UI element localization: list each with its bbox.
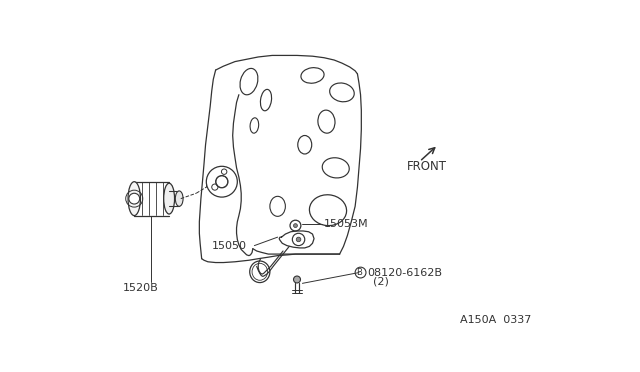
Text: 08120-6162B: 08120-6162B	[367, 267, 442, 278]
Text: A150A  0337: A150A 0337	[460, 315, 531, 324]
Circle shape	[294, 276, 301, 283]
Text: 15050: 15050	[212, 241, 246, 251]
Text: (2): (2)	[373, 277, 389, 287]
Text: 15053M: 15053M	[323, 219, 368, 229]
Ellipse shape	[164, 183, 175, 214]
Circle shape	[129, 193, 140, 204]
Circle shape	[294, 224, 298, 228]
Text: FRONT: FRONT	[407, 160, 447, 173]
Ellipse shape	[128, 182, 140, 216]
Ellipse shape	[175, 191, 183, 206]
Text: 1520B: 1520B	[123, 283, 158, 293]
Text: B: B	[356, 269, 362, 278]
Circle shape	[296, 237, 301, 242]
